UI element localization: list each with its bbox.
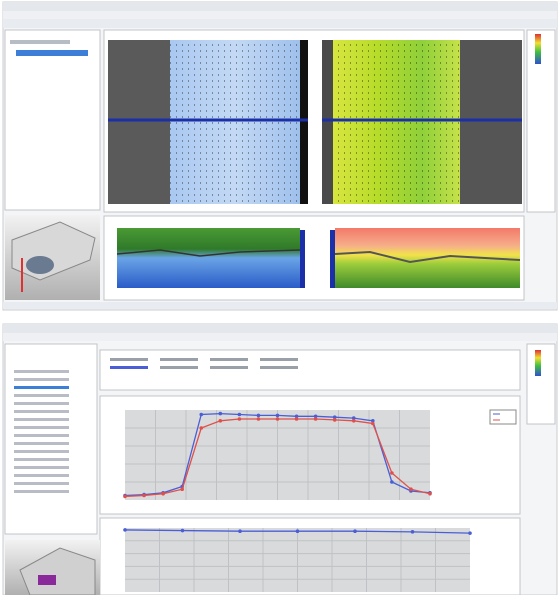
tree-item xyxy=(14,410,69,413)
tree-item-selected xyxy=(16,50,88,56)
info-text xyxy=(160,366,198,369)
tree-item xyxy=(14,418,69,421)
data-point xyxy=(180,487,184,491)
menu-bar xyxy=(3,333,557,341)
data-point xyxy=(314,417,318,421)
data-point xyxy=(353,529,357,533)
band-chart-edge xyxy=(330,230,335,288)
data-point xyxy=(409,487,413,491)
info-text xyxy=(160,358,198,361)
data-point xyxy=(238,413,242,417)
legend-colorbar xyxy=(535,34,541,64)
tree-item xyxy=(14,482,69,485)
tree-item xyxy=(14,378,69,381)
tree-item xyxy=(14,490,69,493)
model-part xyxy=(26,256,54,274)
menu-bar xyxy=(3,11,557,19)
tree-item xyxy=(14,370,69,373)
tree-item xyxy=(10,40,70,44)
tree-item xyxy=(14,394,69,397)
screenshot xyxy=(0,0,560,595)
heatmap-gray xyxy=(322,40,333,204)
title-bar xyxy=(3,2,557,11)
tree-item xyxy=(14,426,69,429)
tree-item xyxy=(14,474,69,477)
data-point xyxy=(219,412,223,416)
heatmap-gray xyxy=(460,40,522,204)
data-point xyxy=(352,419,356,423)
info-text xyxy=(260,358,298,361)
heatmap-dots xyxy=(333,40,460,204)
chart-legend xyxy=(490,410,516,424)
legend-colorbar xyxy=(535,350,541,376)
data-point xyxy=(123,528,127,532)
info-text xyxy=(110,358,148,361)
data-point xyxy=(411,530,415,534)
data-point xyxy=(276,414,280,418)
data-point xyxy=(276,417,280,421)
heatmap-gray xyxy=(108,40,170,204)
info-text xyxy=(110,366,148,369)
tree-item xyxy=(14,450,69,453)
info-text xyxy=(210,366,248,369)
data-point xyxy=(161,492,165,496)
data-point xyxy=(199,426,203,430)
info-panel xyxy=(100,350,520,390)
info-text xyxy=(210,358,248,361)
data-point xyxy=(428,492,432,496)
data-point xyxy=(371,422,375,426)
status-bar xyxy=(3,302,557,309)
tree-item xyxy=(14,434,69,437)
heatmap-dots xyxy=(170,40,300,204)
heatmap-edge xyxy=(300,40,308,204)
data-point xyxy=(142,494,146,498)
data-point xyxy=(257,414,261,418)
data-point xyxy=(257,417,261,421)
data-point xyxy=(123,495,127,499)
tree-item xyxy=(14,402,69,405)
data-point xyxy=(333,418,337,422)
info-text xyxy=(260,366,298,369)
data-point xyxy=(199,413,203,417)
data-point xyxy=(295,417,299,421)
data-point xyxy=(219,419,223,423)
data-point xyxy=(181,529,185,533)
model-part xyxy=(38,575,56,585)
band-chart xyxy=(117,228,300,288)
tree-item xyxy=(14,466,69,469)
band-chart-edge xyxy=(300,230,305,288)
data-point xyxy=(238,417,242,421)
data-point xyxy=(390,471,394,475)
tree-item xyxy=(14,458,69,461)
data-point xyxy=(468,531,472,535)
data-point xyxy=(238,529,242,533)
data-point xyxy=(296,529,300,533)
tree-item xyxy=(14,442,69,445)
tree-panel xyxy=(5,30,100,210)
data-point xyxy=(390,480,394,484)
toolbar xyxy=(3,19,557,28)
tree-item xyxy=(14,386,69,389)
title-bar xyxy=(3,324,557,333)
